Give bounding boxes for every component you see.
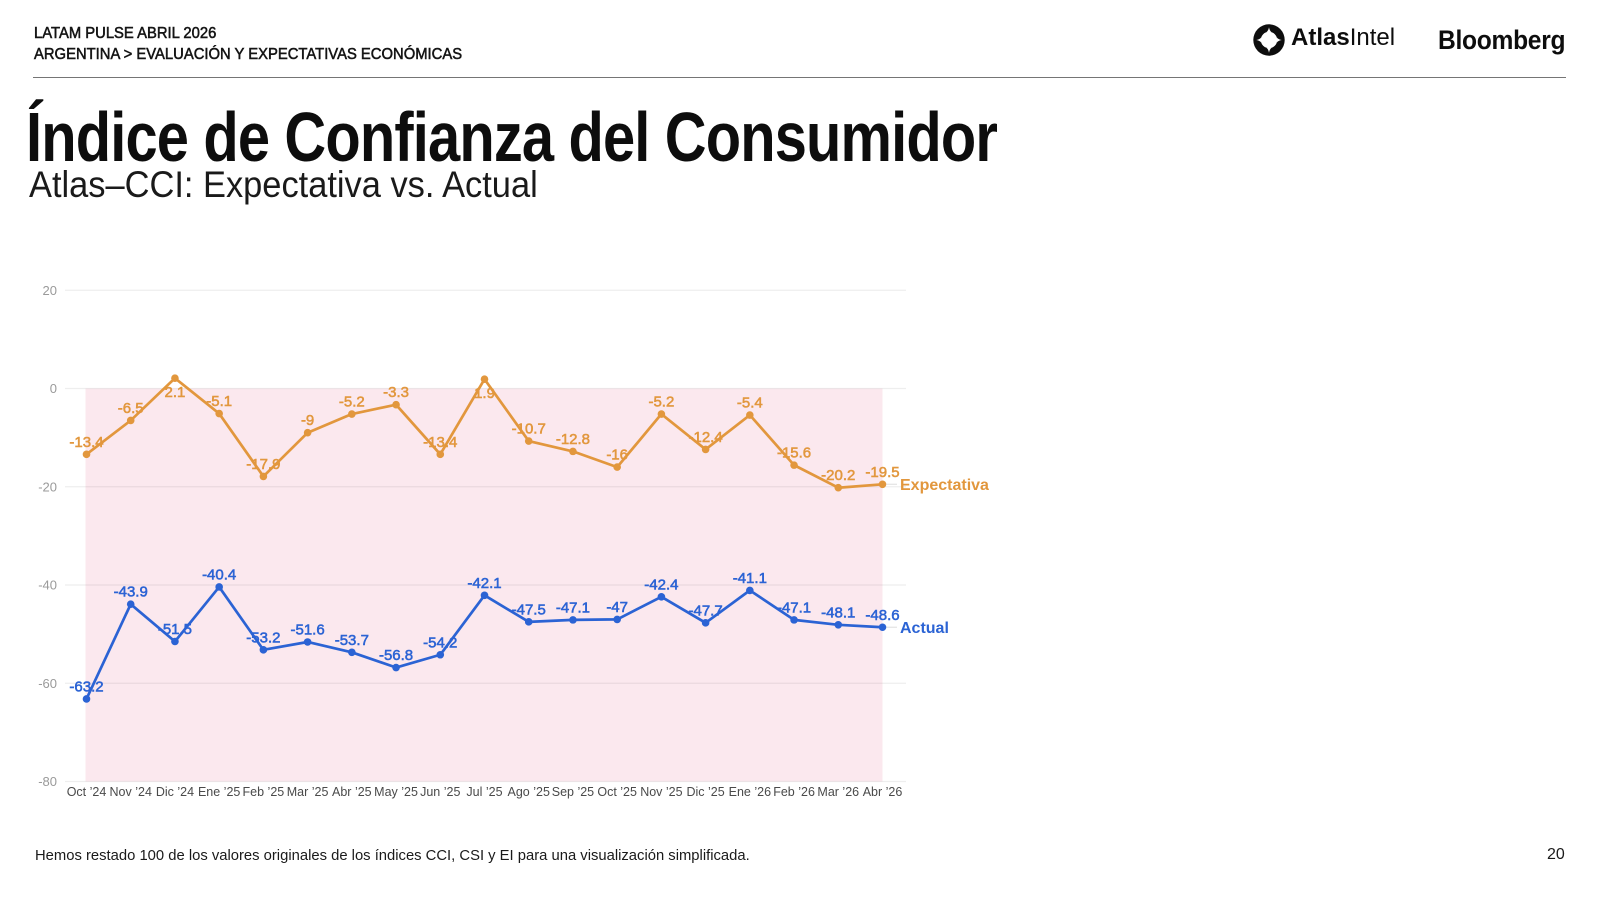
svg-text:-17.9: -17.9 bbox=[246, 456, 280, 473]
svg-text:Expectativa: Expectativa bbox=[900, 477, 989, 494]
svg-text:-47.7: -47.7 bbox=[689, 602, 723, 619]
svg-text:-53.7: -53.7 bbox=[335, 632, 369, 649]
svg-text:-47.1: -47.1 bbox=[777, 599, 811, 616]
svg-text:-54.2: -54.2 bbox=[423, 634, 457, 651]
svg-text:-42.4: -42.4 bbox=[644, 576, 678, 593]
svg-text:Mar ’25: Mar ’25 bbox=[287, 785, 329, 799]
svg-text:-41.1: -41.1 bbox=[733, 570, 767, 587]
svg-text:Jun ’25: Jun ’25 bbox=[420, 785, 460, 799]
svg-text:-19.5: -19.5 bbox=[865, 464, 899, 481]
svg-text:Dic ’25: Dic ’25 bbox=[687, 785, 725, 799]
svg-text:Mar ’26: Mar ’26 bbox=[817, 785, 859, 799]
svg-text:-5.2: -5.2 bbox=[339, 394, 365, 411]
svg-text:-13.4: -13.4 bbox=[423, 434, 457, 451]
svg-text:-40: -40 bbox=[38, 578, 57, 593]
svg-text:Nov ’24: Nov ’24 bbox=[110, 785, 152, 799]
svg-text:May ’25: May ’25 bbox=[374, 785, 418, 799]
svg-text:Abr ’25: Abr ’25 bbox=[332, 785, 372, 799]
svg-text:Abr ’26: Abr ’26 bbox=[863, 785, 903, 799]
svg-text:Oct ’24: Oct ’24 bbox=[67, 785, 107, 799]
svg-text:Feb ’26: Feb ’26 bbox=[773, 785, 815, 799]
svg-text:1.9: 1.9 bbox=[474, 385, 495, 402]
svg-text:-47: -47 bbox=[606, 599, 628, 616]
svg-text:-42.1: -42.1 bbox=[467, 575, 501, 592]
svg-text:Oct ’25: Oct ’25 bbox=[597, 785, 637, 799]
svg-text:0: 0 bbox=[50, 381, 57, 396]
svg-text:Ago ’25: Ago ’25 bbox=[508, 785, 550, 799]
svg-text:-15.6: -15.6 bbox=[777, 445, 811, 462]
svg-text:-3.3: -3.3 bbox=[383, 384, 409, 401]
svg-text:-12.4: -12.4 bbox=[689, 429, 723, 446]
svg-text:-5.1: -5.1 bbox=[206, 393, 232, 410]
svg-text:Actual: Actual bbox=[900, 620, 949, 637]
svg-text:-47.1: -47.1 bbox=[556, 599, 590, 616]
svg-text:Nov ’25: Nov ’25 bbox=[640, 785, 682, 799]
svg-text:Dic ’24: Dic ’24 bbox=[156, 785, 194, 799]
svg-text:-51.5: -51.5 bbox=[158, 621, 192, 638]
svg-text:-16: -16 bbox=[606, 447, 628, 464]
svg-text:Ene ’25: Ene ’25 bbox=[198, 785, 240, 799]
svg-text:-9: -9 bbox=[301, 412, 314, 429]
svg-text:20: 20 bbox=[43, 283, 57, 298]
svg-text:Sep ’25: Sep ’25 bbox=[552, 785, 594, 799]
svg-text:-6.5: -6.5 bbox=[118, 400, 144, 417]
svg-text:-5.2: -5.2 bbox=[648, 394, 674, 411]
svg-text:-20: -20 bbox=[38, 479, 57, 494]
svg-text:-43.9: -43.9 bbox=[114, 584, 148, 601]
svg-text:2.1: 2.1 bbox=[165, 384, 186, 401]
svg-text:-40.4: -40.4 bbox=[202, 566, 236, 583]
svg-text:-60: -60 bbox=[38, 676, 57, 691]
svg-text:-13.4: -13.4 bbox=[69, 434, 103, 451]
svg-text:-47.5: -47.5 bbox=[512, 601, 546, 618]
svg-text:-63.2: -63.2 bbox=[69, 678, 103, 695]
svg-text:Jul ’25: Jul ’25 bbox=[466, 785, 502, 799]
svg-text:-51.6: -51.6 bbox=[291, 621, 325, 638]
svg-text:Ene ’26: Ene ’26 bbox=[729, 785, 771, 799]
svg-text:-56.8: -56.8 bbox=[379, 647, 413, 664]
svg-text:Feb ’25: Feb ’25 bbox=[243, 785, 285, 799]
svg-text:-20.2: -20.2 bbox=[821, 467, 855, 484]
svg-text:-10.7: -10.7 bbox=[512, 421, 546, 438]
svg-text:-5.4: -5.4 bbox=[737, 395, 763, 412]
svg-text:-53.2: -53.2 bbox=[246, 629, 280, 646]
svg-text:-80: -80 bbox=[38, 774, 57, 789]
svg-text:-48.1: -48.1 bbox=[821, 604, 855, 621]
svg-text:-48.6: -48.6 bbox=[865, 607, 899, 624]
svg-text:-12.8: -12.8 bbox=[556, 431, 590, 448]
